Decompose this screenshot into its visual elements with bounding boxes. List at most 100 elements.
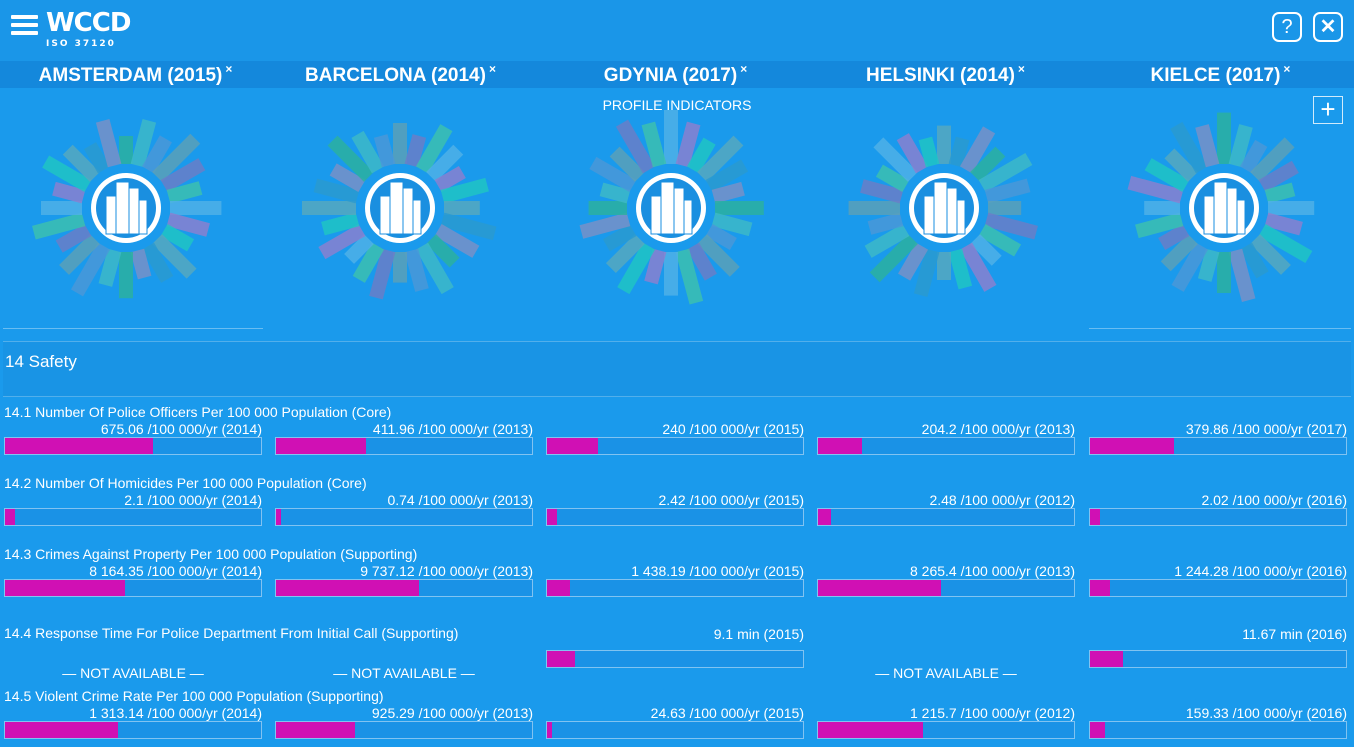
wheel-spoke (166, 212, 210, 237)
indicator-bar[interactable] (1089, 650, 1347, 668)
profile-wheel (848, 125, 1038, 297)
remove-city-icon[interactable]: × (1283, 62, 1291, 76)
wheel-spoke (393, 252, 407, 283)
indicator-value: 9 737.12 /100 000/yr (2013) (360, 563, 533, 579)
wheel-spoke (52, 181, 86, 204)
city-tab[interactable]: BARCELONA (2014) × (265, 61, 536, 90)
city-tab[interactable]: KIELCE (2017) × (1085, 61, 1354, 90)
indicator-bar[interactable] (817, 437, 1075, 455)
wheel-spoke (1158, 223, 1190, 251)
profile-wheel (579, 110, 764, 305)
indicator-value: 1 438.19 /100 000/yr (2015) (631, 563, 804, 579)
wheel-spoke (987, 201, 1022, 215)
indicator-bar[interactable] (546, 650, 804, 668)
indicator-label: 14.2 Number Of Homicides Per 100 000 Pop… (4, 475, 367, 491)
wheel-spoke (434, 223, 480, 258)
indicator-bar[interactable] (1089, 579, 1347, 597)
wheel-spoke (1160, 234, 1198, 272)
indicator-bar[interactable] (1089, 437, 1347, 455)
wheel-spoke (898, 242, 929, 281)
indicator-value: 204.2 /100 000/yr (2013) (921, 421, 1075, 437)
wheel-spoke (141, 242, 174, 283)
indicator-bar[interactable] (275, 437, 533, 455)
city-tab[interactable]: HELSINKI (2014) × (810, 61, 1081, 90)
section-header[interactable]: 14 Safety (3, 341, 1351, 397)
indicator-bar[interactable] (817, 508, 1075, 526)
wheel-spoke (686, 242, 717, 281)
indicator-bar[interactable] (4, 437, 262, 455)
wheel-spoke (302, 201, 356, 215)
wheel-spoke (860, 179, 904, 204)
help-button[interactable]: ? (1272, 12, 1302, 42)
wheel-spoke (152, 133, 201, 182)
indicator-value: 2.48 /100 000/yr (2012) (929, 492, 1075, 508)
wheel-spoke (937, 125, 951, 164)
indicator-bar-fill (276, 580, 420, 596)
indicator-bar-fill (5, 438, 154, 454)
indicator-bar-fill (818, 580, 941, 596)
hamburger-menu-icon[interactable] (11, 15, 38, 37)
wheel-spoke (848, 201, 900, 215)
wheel-spoke (589, 156, 637, 193)
close-button[interactable]: ✕ (1313, 12, 1343, 42)
profile-indicators-label: PROFILE INDICATORS (602, 97, 752, 113)
wheel-spoke (869, 234, 918, 283)
wheel-spoke (609, 146, 645, 182)
wheel-spoke (864, 223, 910, 258)
indicator-value: 240 /100 000/yr (2015) (662, 421, 804, 437)
indicator-bar-fill (547, 580, 571, 596)
indicator-bar[interactable] (275, 721, 533, 739)
remove-city-icon[interactable]: × (488, 62, 496, 76)
indicator-bar[interactable] (1089, 508, 1347, 526)
indicator-bar-fill (547, 438, 599, 454)
indicator-bar[interactable] (817, 721, 1075, 739)
wheel-spoke (166, 181, 203, 204)
wheel-spoke (1250, 137, 1295, 182)
not-available-label: — NOT AVAILABLE — (333, 665, 475, 681)
indicator-value: 1 244.28 /100 000/yr (2016) (1174, 563, 1347, 579)
indicator-label: 14.5 Violent Crime Rate Per 100 000 Popu… (4, 688, 384, 704)
city-buildings-icon (650, 181, 693, 235)
remove-city-icon[interactable]: × (225, 62, 233, 76)
remove-city-icon[interactable]: × (740, 62, 748, 76)
indicator-bar[interactable] (4, 721, 262, 739)
wheel-spoke (867, 212, 904, 235)
indicator-bar[interactable] (275, 579, 533, 597)
wheel-spoke (711, 181, 745, 204)
wheel-spoke (62, 144, 100, 182)
wheel-spoke (160, 223, 195, 252)
indicator-bar[interactable] (1089, 721, 1347, 739)
indicator-label: 14.4 Response Time For Police Department… (4, 625, 459, 641)
indicator-bar[interactable] (4, 508, 262, 526)
divider (1089, 328, 1351, 329)
indicator-bar[interactable] (4, 579, 262, 597)
indicator-bar-fill (1090, 580, 1111, 596)
city-buildings-icon (379, 181, 422, 235)
indicator-bar-fill (818, 722, 923, 738)
indicator-value: 379.86 /100 000/yr (2017) (1185, 421, 1347, 437)
city-tab[interactable]: AMSTERDAM (2015) × (0, 61, 271, 90)
add-city-button[interactable]: + (1313, 96, 1343, 124)
indicator-bar-fill (547, 722, 553, 738)
wheel-spoke (393, 123, 407, 164)
indicator-bar[interactable] (546, 579, 804, 597)
wheel-spoke (875, 164, 910, 193)
indicator-bar[interactable] (546, 721, 804, 739)
indicator-bar[interactable] (275, 508, 533, 526)
wheel-spoke (1144, 201, 1180, 215)
wheel-spoke (675, 248, 704, 305)
city-tab[interactable]: GDYNIA (2017) × (540, 61, 811, 90)
indicator-bar[interactable] (546, 508, 804, 526)
wheel-spoke (95, 119, 122, 168)
app-logo[interactable]: WCCD ISO 37120 (46, 8, 131, 49)
wheel-spoke (641, 121, 667, 168)
wheel-spoke (130, 119, 157, 168)
indicator-bar[interactable] (546, 437, 804, 455)
remove-city-icon[interactable]: × (1017, 62, 1025, 76)
wheel-spoke (440, 177, 489, 204)
wheel-spoke (711, 212, 753, 237)
city-name: KIELCE (2017) (1150, 65, 1281, 86)
wheel-spoke (70, 242, 111, 297)
wheel-spoke (170, 201, 222, 215)
indicator-bar[interactable] (817, 579, 1075, 597)
